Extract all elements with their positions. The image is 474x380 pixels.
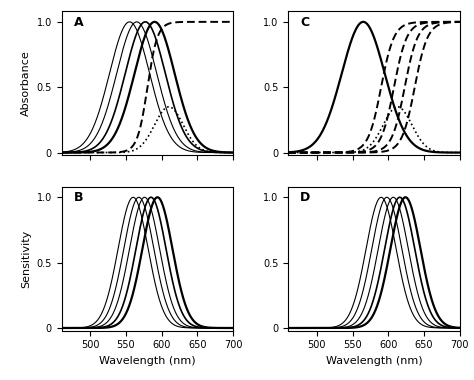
X-axis label: Wavelength (nm): Wavelength (nm) [99,356,196,366]
Y-axis label: Absorbance: Absorbance [21,51,31,116]
Y-axis label: Sensitivity: Sensitivity [21,230,31,288]
Text: C: C [300,16,310,29]
X-axis label: Wavelength (nm): Wavelength (nm) [326,356,422,366]
Text: D: D [300,191,310,204]
Text: B: B [73,191,83,204]
Text: A: A [73,16,83,29]
